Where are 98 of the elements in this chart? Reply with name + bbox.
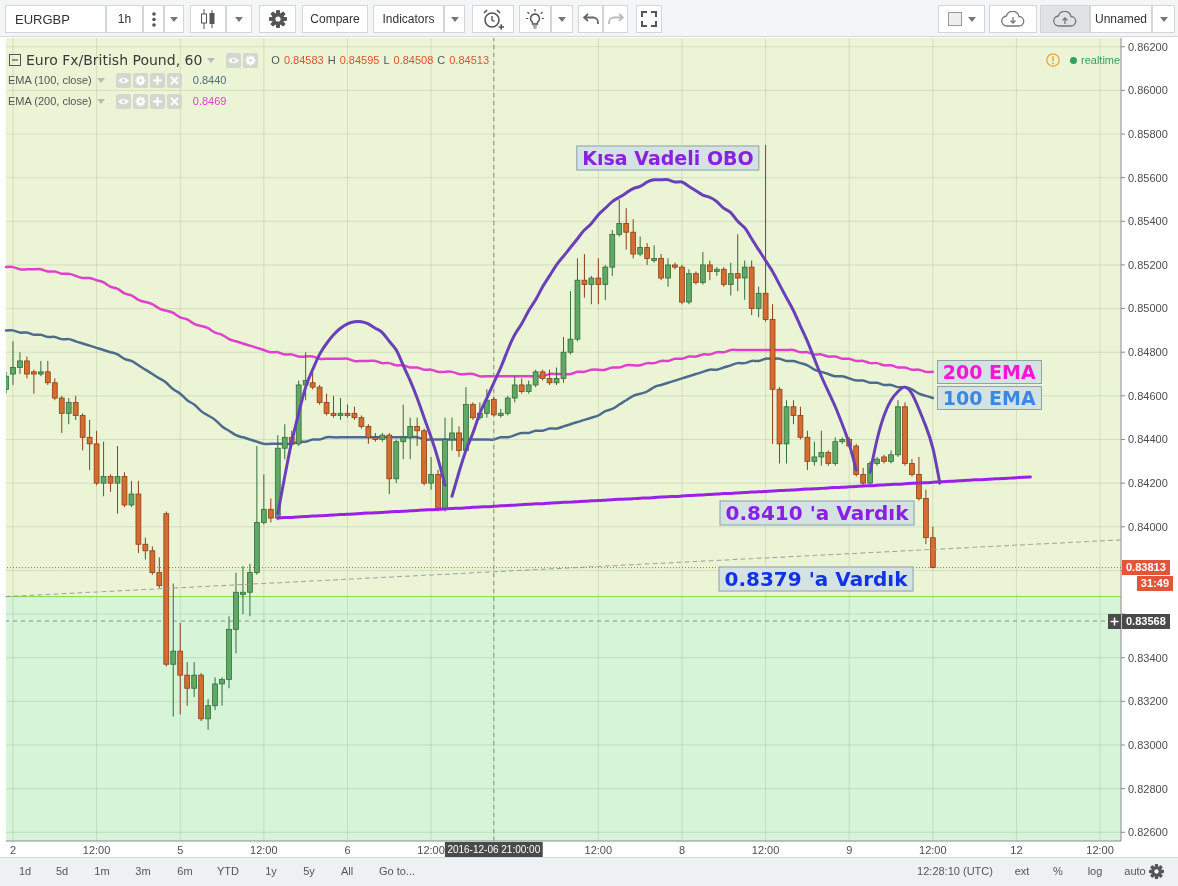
- text: 1y: [265, 865, 277, 877]
- text: 12:28:10 (UTC): [917, 865, 993, 877]
- text: All: [340, 865, 354, 877]
- y-tick-label: 0.84000: [1128, 520, 1168, 533]
- text: Euro Fx/British Pound, 60: [26, 52, 203, 68]
- text: O 0.84583 H 0.84595 L 0.84508 C 0.84513: [271, 54, 489, 66]
- candlestick: [191, 661, 197, 698]
- line-series: [450, 178, 858, 498]
- text: log: [1087, 865, 1103, 877]
- candlestick: [114, 445, 121, 515]
- text: 1m: [94, 865, 110, 877]
- y-tick-label: 0.82600: [1128, 826, 1168, 839]
- x-tick-label: 2016-12-06 21:00:00: [447, 844, 541, 855]
- x-tick-label: 12:00: [751, 843, 780, 856]
- annotation: Kısa Vadeli OBO: [576, 145, 760, 171]
- y-tick-label: 0.84400: [1128, 433, 1168, 446]
- candlestick: [170, 583, 177, 718]
- y-tick-label: 0.85200: [1128, 258, 1168, 271]
- annotation: 0.8469: [192, 95, 227, 107]
- text: 5d: [55, 865, 69, 877]
- x-tick-label: 12:00: [417, 843, 445, 856]
- candlestick: [665, 257, 671, 288]
- candlestick: [755, 286, 762, 318]
- text: 31:49: [1136, 575, 1173, 591]
- series-label: 100 EMA: [936, 386, 1042, 411]
- candlestick: [490, 396, 497, 417]
- x-tick-label: 12:00: [919, 843, 947, 856]
- y-tick-label: 0.84800: [1128, 346, 1168, 359]
- x-tick-label: 5: [177, 843, 184, 856]
- x-tick-label: 2: [9, 843, 17, 856]
- button: Unnamed: [1090, 5, 1152, 33]
- line-series: [5, 539, 1122, 598]
- series-label: 200 EMA: [936, 359, 1042, 384]
- y-tick-label: 0.84200: [1128, 477, 1168, 490]
- y-tick-label: 0.85800: [1128, 127, 1168, 140]
- y-tick-label: 0.86000: [1128, 84, 1168, 97]
- ref-line-label: 0.83568: [1122, 613, 1170, 629]
- candlestick: [734, 233, 741, 292]
- annotation: 0.8440: [192, 74, 227, 86]
- annotation: realtime: [1081, 54, 1121, 66]
- text-field: EURGBP: [5, 5, 106, 33]
- text: YTD: [217, 865, 239, 877]
- candlestick: [651, 244, 657, 264]
- y-tick-label: 0.84600: [1128, 389, 1168, 402]
- candlestick: [428, 456, 434, 491]
- x-tick-label: 12:00: [250, 843, 278, 856]
- annotation: EMA (100, close): [8, 74, 92, 86]
- x-tick-label: 12:00: [584, 843, 613, 856]
- candlestick: [267, 497, 274, 523]
- x-tick-label: 12:00: [82, 843, 111, 856]
- y-tick-label: 0.86200: [1128, 40, 1168, 53]
- y-tick-label: 0.83200: [1128, 695, 1168, 708]
- y-tick-label: 0.85600: [1128, 171, 1168, 184]
- text: 5y: [303, 865, 315, 877]
- candlestick: [128, 480, 135, 508]
- text: ext: [1014, 865, 1030, 877]
- candlestick: [707, 260, 713, 281]
- line-series: [276, 319, 447, 516]
- x-tick-label: 6: [344, 843, 351, 856]
- y-tick-label: 0.82800: [1128, 782, 1168, 795]
- text: 3m: [135, 865, 151, 877]
- line-series: [868, 385, 942, 485]
- candlestick: [741, 260, 748, 301]
- candlestick: [595, 257, 602, 305]
- y-tick-label: 0.85400: [1128, 215, 1168, 228]
- annotation: 0.8379 'a Vardık: [718, 566, 914, 592]
- button: Compare: [302, 5, 368, 33]
- line-series: [276, 475, 1032, 520]
- candlestick: [700, 251, 706, 286]
- button: 1h: [106, 5, 143, 33]
- annotation: EMA (200, close): [8, 95, 92, 107]
- candlestick: [456, 425, 462, 458]
- text: 1d: [18, 865, 32, 877]
- candlestick: [637, 236, 643, 257]
- y-tick-label: 0.83400: [1128, 651, 1168, 664]
- x-tick-label: 9: [846, 843, 853, 856]
- text: %: [1053, 865, 1063, 877]
- candlestick: [100, 441, 107, 497]
- text: auto: [1124, 865, 1146, 877]
- candlestick: [720, 266, 727, 288]
- candlestick: [65, 397, 72, 425]
- line-series: [4, 265, 935, 378]
- x-tick-label: 8: [678, 843, 686, 856]
- ref-line-label: 0.83813: [1122, 560, 1170, 576]
- candlestick: [644, 242, 650, 266]
- candlestick: [581, 253, 588, 299]
- candlestick: [727, 262, 734, 296]
- button: Indicators: [373, 5, 444, 33]
- candlestick: [658, 253, 664, 281]
- x-tick-label: 12:00: [1086, 843, 1114, 856]
- candlestick: [588, 275, 595, 305]
- y-tick-label: 0.83000: [1128, 738, 1168, 751]
- text: 6m: [177, 865, 193, 877]
- x-tick-label: 12: [1010, 843, 1023, 856]
- candlestick: [337, 397, 344, 421]
- text: Go to...: [378, 865, 416, 877]
- y-tick-label: 0.85000: [1128, 302, 1168, 315]
- annotation: 0.8410 'a Vardık: [719, 500, 915, 526]
